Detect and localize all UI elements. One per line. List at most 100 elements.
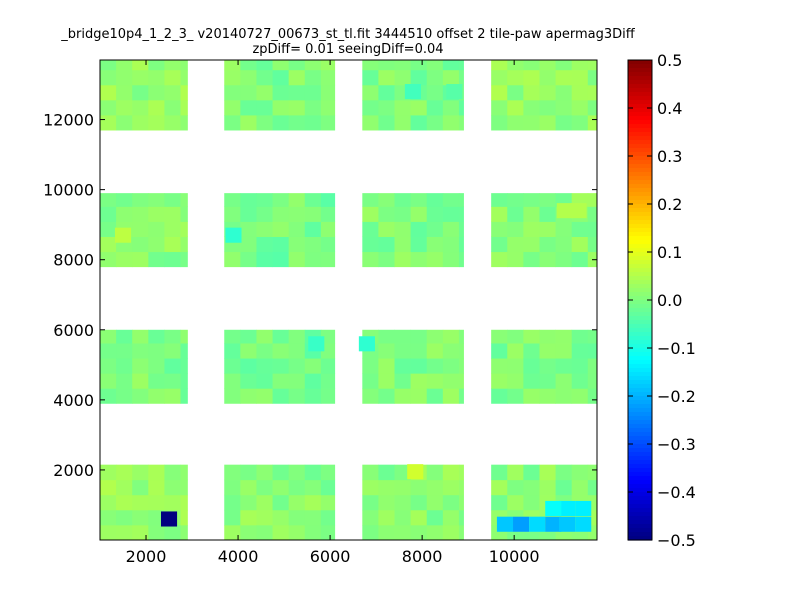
heatmap-cell bbox=[442, 494, 460, 511]
colorbar-segment bbox=[628, 380, 652, 385]
heatmap-cell bbox=[320, 84, 336, 101]
heatmap-cell bbox=[164, 69, 181, 86]
colorbar-segment bbox=[628, 280, 652, 285]
colorbar-segment bbox=[628, 260, 652, 265]
heatmap-cell bbox=[426, 479, 444, 496]
heatmap-cell bbox=[132, 99, 149, 116]
heatmap-cell bbox=[148, 524, 165, 541]
colorbar-segment bbox=[628, 224, 652, 229]
heatmap-cell bbox=[442, 193, 460, 207]
heatmap-cell bbox=[240, 524, 257, 541]
heatmap-cell bbox=[164, 206, 181, 222]
heatmap-cell bbox=[116, 494, 133, 511]
colorbar-segment bbox=[628, 136, 652, 141]
heatmap-cell bbox=[132, 84, 149, 101]
colorbar-segment bbox=[628, 232, 652, 237]
heatmap-cell bbox=[378, 373, 395, 389]
heatmap-cell bbox=[394, 236, 412, 253]
colorbar-segment bbox=[628, 532, 652, 537]
heatmap-cell bbox=[426, 509, 444, 526]
heatmap-cell bbox=[288, 84, 306, 101]
heatmap-cell bbox=[555, 358, 573, 374]
heatmap-cell bbox=[164, 236, 181, 253]
heatmap-cell bbox=[320, 60, 336, 71]
heatmap-cell bbox=[272, 373, 290, 389]
heatmap-cell bbox=[180, 343, 188, 359]
heatmap-cell bbox=[320, 343, 336, 359]
heatmap-cell bbox=[378, 193, 395, 207]
heatmap-cell bbox=[362, 251, 379, 268]
heatmap-cell bbox=[362, 388, 379, 404]
colorbar-segment bbox=[628, 464, 652, 469]
heatmap-cell bbox=[458, 373, 464, 389]
heatmap-cell bbox=[571, 479, 589, 496]
colorbar-segment bbox=[628, 184, 652, 189]
heatmap-cell bbox=[224, 193, 241, 207]
heatmap-cell bbox=[410, 329, 428, 344]
heatmap-cell bbox=[426, 343, 444, 359]
colorbar-segment bbox=[628, 308, 652, 313]
heatmap-cell bbox=[180, 358, 188, 374]
heatmap-cell bbox=[320, 251, 336, 268]
heatmap-cell bbox=[394, 251, 412, 268]
heatmap-cell bbox=[256, 193, 273, 207]
heatmap-cell bbox=[304, 69, 322, 86]
heatmap-cell bbox=[362, 373, 379, 389]
colorbar-segment bbox=[628, 320, 652, 325]
colorbar-segment bbox=[628, 460, 652, 465]
plot-frame bbox=[99, 59, 598, 541]
heatmap-cell bbox=[523, 221, 540, 237]
colorbar-segment bbox=[628, 272, 652, 277]
heatmap-cell bbox=[132, 373, 149, 389]
heatmap-cell bbox=[116, 193, 133, 207]
heatmap-cell bbox=[378, 206, 395, 222]
tile-block bbox=[491, 329, 598, 404]
heatmap-cell bbox=[394, 524, 412, 541]
heatmap-cell bbox=[555, 464, 573, 481]
heatmap-cell bbox=[256, 524, 273, 541]
heatmap-cell bbox=[116, 115, 133, 131]
heatmap-cell bbox=[426, 388, 444, 404]
colorbar-segment bbox=[628, 440, 652, 445]
heatmap-cell bbox=[100, 343, 117, 359]
heatmap-cell bbox=[555, 388, 573, 404]
heatmap-cell bbox=[378, 84, 395, 101]
heatmap-cell bbox=[507, 251, 524, 268]
heatmap-cell bbox=[304, 60, 322, 71]
heatmap-cell bbox=[539, 479, 556, 496]
heatmap-cell bbox=[320, 115, 336, 131]
colorbar-segment bbox=[628, 104, 652, 109]
heatmap-cell bbox=[240, 358, 257, 374]
colorbar-segment bbox=[628, 512, 652, 517]
heatmap-cell bbox=[320, 373, 336, 389]
heatmap-cell bbox=[507, 373, 524, 389]
heatmap-cell bbox=[256, 343, 273, 359]
heatmap-cell bbox=[523, 236, 540, 253]
colorbar-segment bbox=[628, 76, 652, 81]
heatmap-cell bbox=[410, 343, 428, 359]
heatmap-cell bbox=[507, 60, 524, 71]
y-tick-label: 6000 bbox=[53, 321, 94, 340]
heatmap-cell bbox=[100, 479, 117, 496]
heatmap-cell bbox=[288, 221, 306, 237]
heatmap-cell bbox=[442, 479, 460, 496]
colorbar-segment bbox=[628, 68, 652, 73]
heatmap-cell bbox=[555, 221, 573, 237]
heatmap-cell bbox=[272, 99, 290, 116]
heatmap-cell bbox=[148, 358, 165, 374]
colorbar-segment bbox=[628, 256, 652, 261]
heatmap-cell bbox=[225, 227, 242, 243]
heatmap-cell bbox=[523, 373, 540, 389]
colorbar-segment bbox=[628, 476, 652, 481]
heatmap-cell bbox=[575, 500, 592, 516]
heatmap-cell bbox=[378, 524, 395, 541]
heatmap-cell bbox=[240, 236, 257, 253]
heatmap-cell bbox=[116, 329, 133, 344]
heatmap-cell bbox=[378, 60, 395, 71]
heatmap-cell bbox=[272, 115, 290, 131]
heatmap-cell bbox=[224, 329, 241, 344]
heatmap-cell bbox=[132, 464, 149, 481]
heatmap-cell bbox=[132, 358, 149, 374]
heatmap-cell bbox=[491, 373, 508, 389]
heatmap-cell bbox=[458, 343, 464, 359]
